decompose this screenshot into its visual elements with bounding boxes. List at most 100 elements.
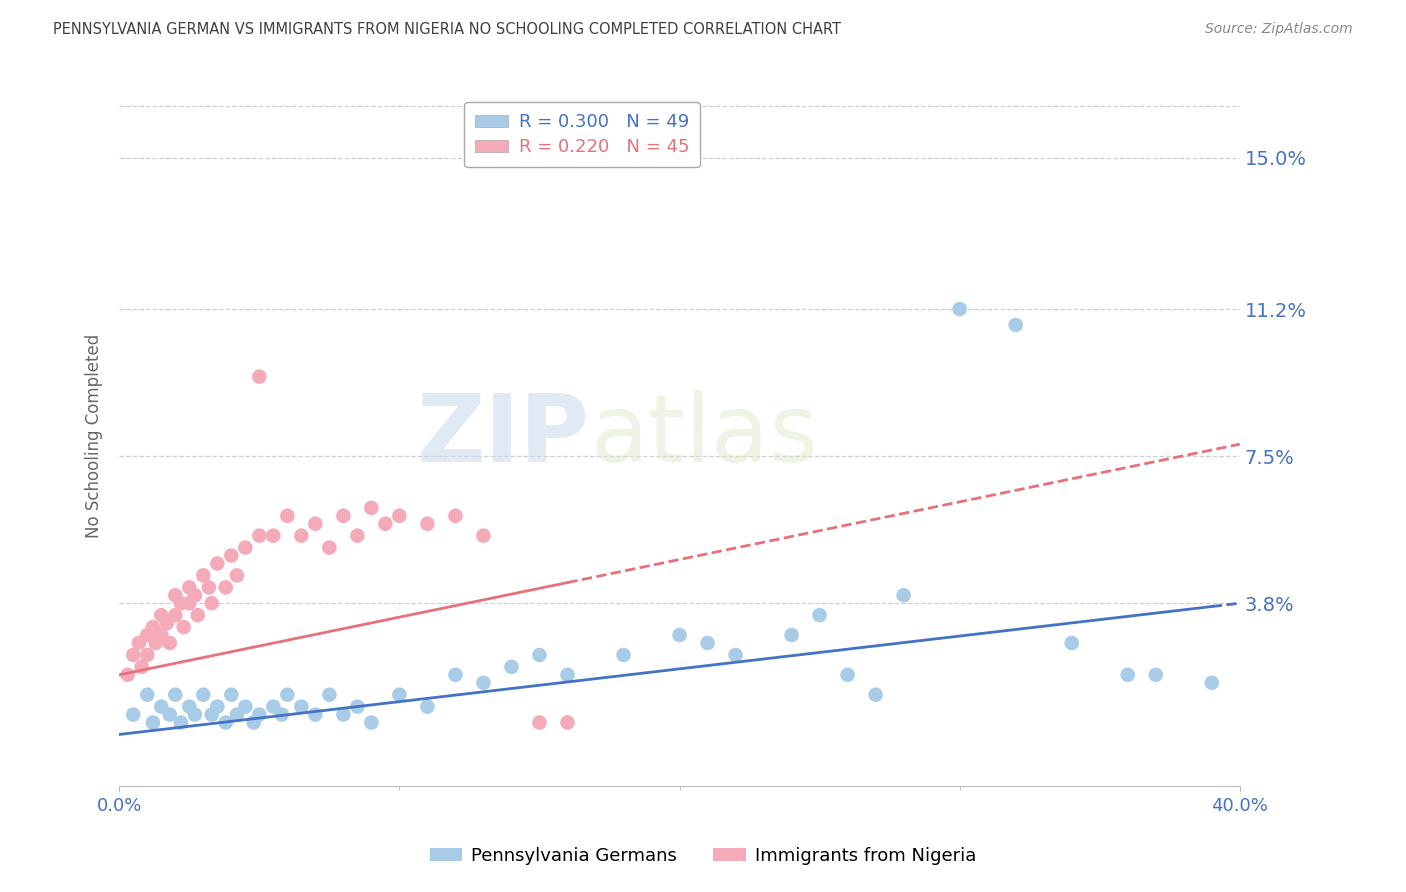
Point — [247, 707, 270, 722]
Legend: Pennsylvania Germans, Immigrants from Nigeria: Pennsylvania Germans, Immigrants from Ni… — [423, 840, 983, 872]
Point — [290, 529, 312, 543]
Point — [201, 596, 224, 610]
Point — [501, 660, 523, 674]
Point — [332, 508, 354, 523]
Point — [304, 707, 326, 722]
Point — [360, 500, 382, 515]
Point — [780, 628, 803, 642]
Point — [416, 516, 439, 531]
Point — [226, 568, 249, 582]
Point — [1144, 668, 1167, 682]
Point — [170, 596, 193, 610]
Point — [150, 699, 173, 714]
Point — [276, 508, 298, 523]
Point — [1004, 318, 1026, 332]
Point — [193, 688, 215, 702]
Point — [808, 608, 831, 623]
Point — [247, 369, 270, 384]
Point — [207, 557, 229, 571]
Text: PENNSYLVANIA GERMAN VS IMMIGRANTS FROM NIGERIA NO SCHOOLING COMPLETED CORRELATIO: PENNSYLVANIA GERMAN VS IMMIGRANTS FROM N… — [53, 22, 841, 37]
Point — [221, 549, 243, 563]
Point — [262, 529, 284, 543]
Point — [233, 699, 256, 714]
Point — [156, 616, 179, 631]
Point — [179, 580, 201, 594]
Text: Source: ZipAtlas.com: Source: ZipAtlas.com — [1205, 22, 1353, 37]
Point — [290, 699, 312, 714]
Point — [262, 699, 284, 714]
Text: ZIP: ZIP — [418, 391, 591, 483]
Point — [117, 668, 139, 682]
Point — [122, 648, 145, 662]
Point — [159, 636, 181, 650]
Point — [184, 707, 207, 722]
Point — [472, 675, 495, 690]
Point — [193, 568, 215, 582]
Point — [170, 715, 193, 730]
Point — [207, 699, 229, 714]
Point — [270, 707, 292, 722]
Point — [242, 715, 264, 730]
Point — [444, 508, 467, 523]
Point — [332, 707, 354, 722]
Point — [165, 688, 187, 702]
Point — [173, 620, 195, 634]
Point — [1116, 668, 1139, 682]
Point — [1201, 675, 1223, 690]
Point — [837, 668, 859, 682]
Point — [416, 699, 439, 714]
Point — [724, 648, 747, 662]
Point — [949, 301, 972, 316]
Point — [215, 580, 238, 594]
Point — [128, 636, 150, 650]
Point — [136, 648, 159, 662]
Point — [247, 529, 270, 543]
Point — [612, 648, 634, 662]
Point — [221, 688, 243, 702]
Y-axis label: No Schooling Completed: No Schooling Completed — [86, 334, 103, 539]
Point — [529, 715, 551, 730]
Point — [136, 628, 159, 642]
Point — [184, 588, 207, 602]
Point — [557, 668, 579, 682]
Point — [318, 688, 340, 702]
Point — [165, 588, 187, 602]
Point — [865, 688, 887, 702]
Point — [318, 541, 340, 555]
Point — [136, 688, 159, 702]
Point — [145, 636, 167, 650]
Text: atlas: atlas — [591, 391, 818, 483]
Point — [159, 707, 181, 722]
Point — [122, 707, 145, 722]
Point — [233, 541, 256, 555]
Point — [346, 529, 368, 543]
Point — [201, 707, 224, 722]
Point — [304, 516, 326, 531]
Point — [226, 707, 249, 722]
Point — [198, 580, 221, 594]
Point — [388, 508, 411, 523]
Point — [142, 715, 165, 730]
Legend: R = 0.300   N = 49, R = 0.220   N = 45: R = 0.300 N = 49, R = 0.220 N = 45 — [464, 103, 700, 168]
Point — [696, 636, 718, 650]
Point — [472, 529, 495, 543]
Point — [142, 620, 165, 634]
Point — [388, 688, 411, 702]
Point — [179, 699, 201, 714]
Point — [179, 596, 201, 610]
Point — [276, 688, 298, 702]
Point — [346, 699, 368, 714]
Point — [1060, 636, 1083, 650]
Point — [215, 715, 238, 730]
Point — [150, 628, 173, 642]
Point — [165, 608, 187, 623]
Point — [668, 628, 690, 642]
Point — [374, 516, 396, 531]
Point — [131, 660, 153, 674]
Point — [187, 608, 209, 623]
Point — [529, 648, 551, 662]
Point — [893, 588, 915, 602]
Point — [360, 715, 382, 730]
Point — [557, 715, 579, 730]
Point — [444, 668, 467, 682]
